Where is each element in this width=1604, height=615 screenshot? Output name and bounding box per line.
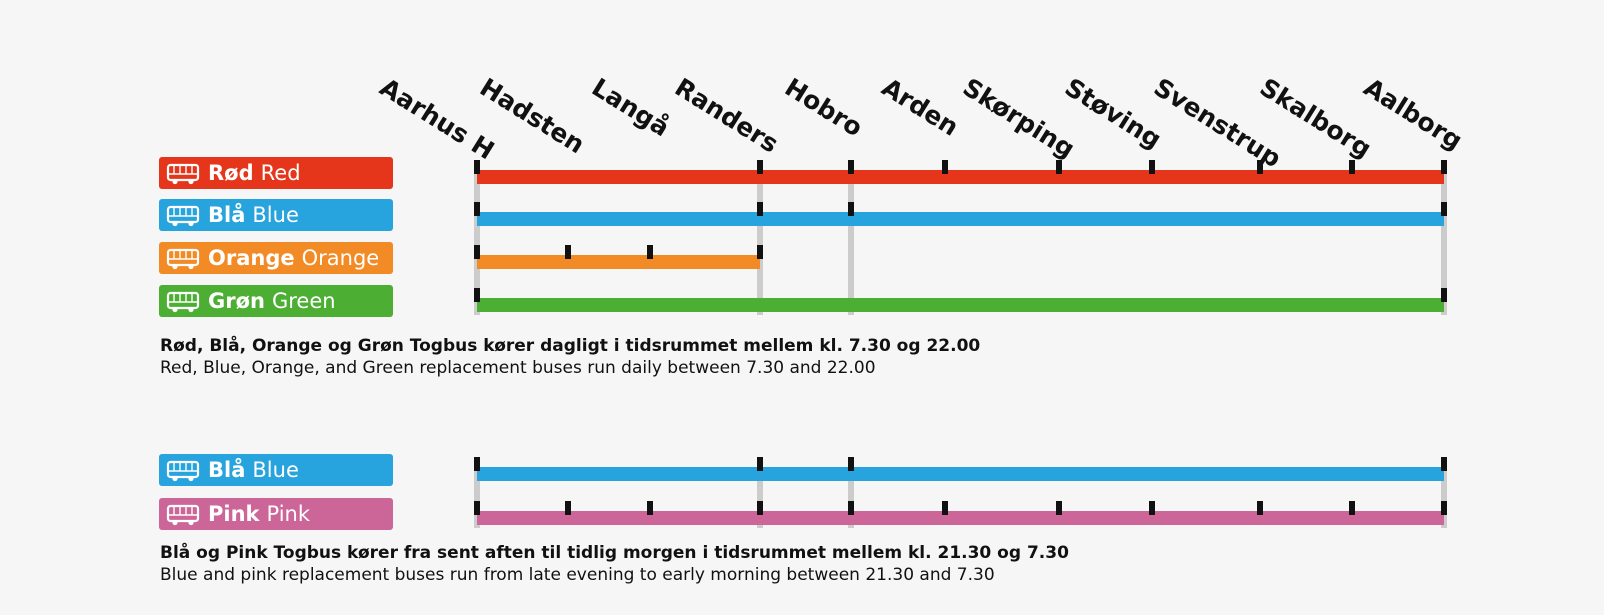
stop-tick (848, 202, 854, 216)
stop-tick (757, 501, 763, 515)
daytime-caption-english: Red, Blue, Orange, and Green replacement… (160, 358, 876, 378)
station-connector (757, 464, 763, 528)
route-badge (159, 199, 393, 231)
route-line (477, 511, 1444, 525)
night-caption-danish: Blå og Pink Togbus kører fra sent aften … (160, 543, 1069, 563)
route-badge-label: Orange Orange (208, 246, 379, 270)
stop-tick (647, 501, 653, 515)
route-green: Grøn Green (159, 285, 1447, 317)
route-orange: Orange Orange (159, 242, 763, 274)
stop-tick (848, 160, 854, 174)
stop-tick (848, 501, 854, 515)
route-badge-label: Blå Blue (208, 202, 299, 227)
station-label: Skørping (958, 72, 1080, 163)
route-badge (159, 454, 393, 486)
stop-tick (565, 501, 571, 515)
stop-tick (757, 245, 763, 259)
station-label: Langå (587, 72, 675, 142)
stop-tick (1441, 202, 1447, 216)
stop-tick (565, 245, 571, 259)
stop-tick (1149, 501, 1155, 515)
route-pink: Pink Pink (159, 498, 1447, 530)
station-connector (757, 167, 763, 315)
route-badge (159, 285, 393, 317)
stop-tick (757, 202, 763, 216)
stop-tick (1056, 160, 1062, 174)
stop-tick (757, 160, 763, 174)
stop-tick (1349, 160, 1355, 174)
bus-icon (166, 460, 200, 482)
route-badge (159, 498, 393, 530)
route-badge (159, 242, 393, 274)
route-blue-night: Blå Blue (159, 454, 1447, 486)
route-line (477, 212, 1444, 226)
route-badge (159, 157, 393, 189)
route-blue: Blå Blue (159, 199, 1447, 231)
station-connector (1441, 167, 1447, 315)
route-line (477, 467, 1444, 481)
stop-tick (848, 457, 854, 471)
stop-tick (474, 501, 480, 515)
route-badge-label: Blå Blue (208, 457, 299, 482)
route-badge-label: Rød Red (208, 161, 301, 185)
route-line (477, 298, 1444, 312)
daytime-caption-danish: Rød, Blå, Orange og Grøn Togbus kører da… (160, 336, 981, 356)
stop-tick (474, 160, 480, 174)
station-label: Aalborg (1359, 72, 1468, 155)
route-line (477, 255, 760, 269)
station-connector (1441, 464, 1447, 528)
route-badge-label: Grøn Green (208, 289, 336, 313)
route-badge-label: Pink Pink (208, 502, 311, 526)
bus-icon (166, 205, 200, 227)
bus-icon (166, 163, 200, 185)
station-label: Arden (877, 72, 964, 141)
bus-icon (166, 504, 200, 526)
stop-tick (1441, 457, 1447, 471)
stop-tick (1349, 501, 1355, 515)
night-caption-english: Blue and pink replacement buses run from… (160, 565, 995, 585)
stop-tick (757, 457, 763, 471)
station-connector (474, 464, 480, 528)
stop-tick (942, 160, 948, 174)
station-connector (848, 167, 854, 315)
station-label: Randers (670, 72, 784, 158)
station-label: Hobro (780, 72, 868, 142)
route-line (477, 170, 1444, 184)
stop-tick (474, 288, 480, 302)
route-red: Rød Red (159, 157, 1447, 189)
stop-tick (474, 245, 480, 259)
station-connector (474, 167, 480, 315)
bus-icon (166, 248, 200, 270)
stop-tick (942, 501, 948, 515)
stop-tick (1441, 160, 1447, 174)
stop-tick (1441, 288, 1447, 302)
stop-tick (1257, 501, 1263, 515)
stop-tick (1056, 501, 1062, 515)
bus-icon (166, 291, 200, 313)
stop-tick (1257, 160, 1263, 174)
stop-tick (1441, 501, 1447, 515)
stop-tick (474, 202, 480, 216)
daytime-routes: Rød Red Blå Blue Orange Orange Grøn Green (159, 157, 1447, 317)
night-routes: Blå Blue Pink Pink (159, 454, 1447, 530)
station-connector (848, 464, 854, 528)
stop-tick (1149, 160, 1155, 174)
stop-tick (647, 245, 653, 259)
stop-tick (474, 457, 480, 471)
